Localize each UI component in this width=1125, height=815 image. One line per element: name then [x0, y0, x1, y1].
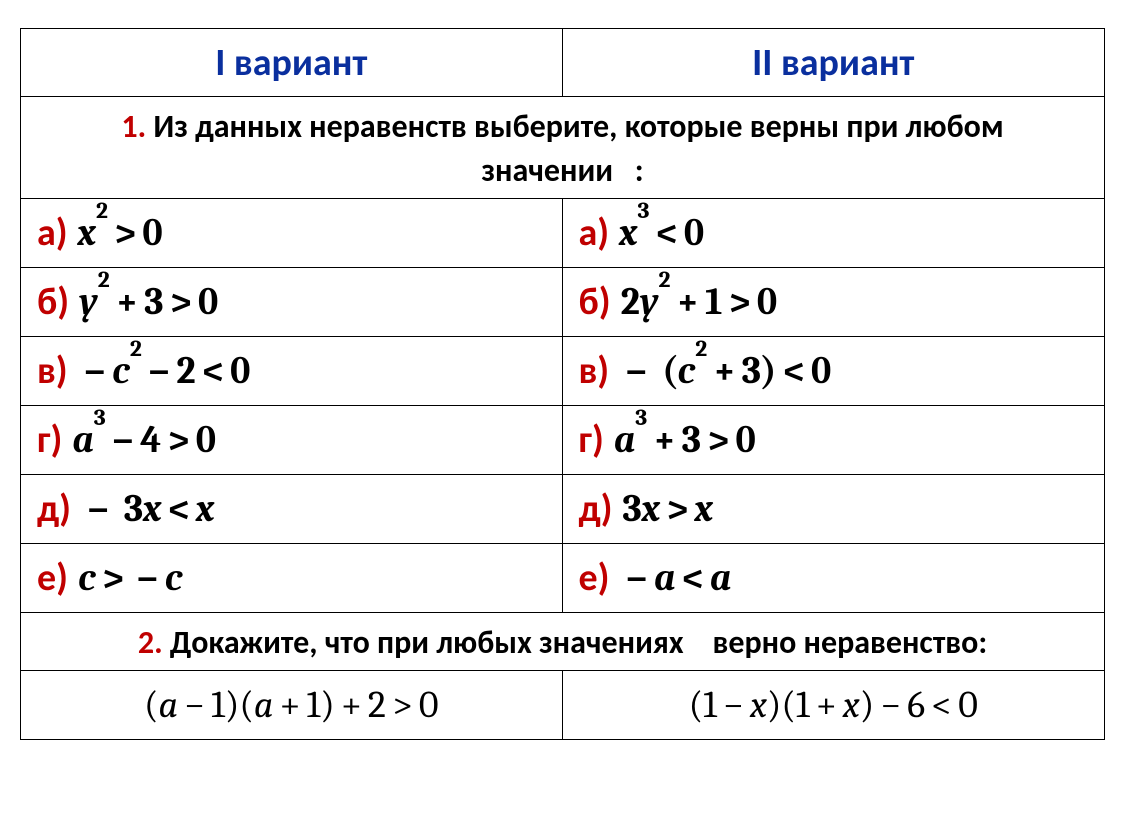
inequality-cell-v2: г)a3+3>0: [563, 406, 1105, 474]
inequality-row: д)− 3x<xд)3x>x: [21, 474, 1104, 543]
proof-variant-2: (1−x)(1+x)−6<0: [563, 671, 1105, 739]
math-expression: 3x>x: [622, 485, 712, 534]
math-expression: x3<0: [619, 209, 704, 258]
item-label: г): [37, 416, 62, 465]
inequality-cell-v2: а)x3<0: [563, 199, 1105, 267]
inequality-cell-v1: б)y2+3>0: [21, 268, 563, 336]
task1-number: 1.: [121, 107, 146, 146]
worksheet-table: I вариант II вариант 1. Из данных нераве…: [20, 28, 1105, 740]
math-expression: y2+3>0: [79, 278, 218, 327]
math-expression: x2>0: [78, 209, 163, 258]
task1-text: 1. Из данных неравенств выберите, которы…: [21, 97, 1104, 197]
item-label: а): [37, 209, 68, 258]
math-expression: a3−4>0: [72, 416, 216, 465]
inequality-cell-v1: д)− 3x<x: [21, 475, 563, 543]
inequality-cell-v2: е)−a<a: [563, 544, 1105, 612]
math-expression: 2y2+1>0: [621, 278, 778, 327]
proof-row: (a−1)(a+1)+2>0 (1−x)(1+x)−6<0: [21, 670, 1104, 739]
inequality-cell-v1: в)−c2−2<0: [21, 337, 563, 405]
math-expression: a3+3>0: [614, 416, 756, 465]
item-label: д): [579, 485, 613, 534]
math-expression: −a<a: [619, 554, 731, 603]
task2-row: 2. Докажите, что при любых значениях вер…: [21, 612, 1104, 670]
inequality-row: а)x2>0а)x3<0: [21, 198, 1104, 267]
item-label: е): [37, 554, 68, 603]
item-label: б): [579, 278, 611, 327]
item-label: е): [579, 554, 610, 603]
inequality-cell-v1: г)a3−4>0: [21, 406, 563, 474]
item-label: в): [579, 347, 610, 396]
inequality-row: г)a3−4>0г)a3+3>0: [21, 405, 1104, 474]
math-expression: − 3x<x: [81, 485, 214, 534]
inequality-cell-v2: б)2y2+1>0: [563, 268, 1105, 336]
task1-row: 1. Из данных неравенств выберите, которы…: [21, 96, 1104, 197]
task2-number: 2.: [138, 623, 163, 662]
header-row: I вариант II вариант: [21, 28, 1104, 96]
inequality-row: в)−c2−2<0в)− (c2+3)<0: [21, 336, 1104, 405]
item-label: в): [37, 347, 68, 396]
task2-text: 2. Докажите, что при любых значениях вер…: [21, 613, 1104, 670]
item-label: б): [37, 278, 69, 327]
inequality-row: б)y2+3>0б)2y2+1>0: [21, 267, 1104, 336]
item-label: д): [37, 485, 71, 534]
inequality-cell-v2: д)3x>x: [563, 475, 1105, 543]
header-variant-2: II вариант: [563, 29, 1105, 96]
item-label: а): [579, 209, 610, 258]
math-expression: −c2−2<0: [78, 347, 251, 396]
inequality-cell-v1: а)x2>0: [21, 199, 563, 267]
task1-body: Из данных неравенств выберите, которые в…: [153, 107, 1003, 189]
task2-body: Докажите, что при любых значениях верно …: [170, 623, 987, 662]
proof-variant-1: (a−1)(a+1)+2>0: [21, 671, 563, 739]
inequality-row: е)c>−cе)−a<a: [21, 543, 1104, 612]
header-variant-1: I вариант: [21, 29, 563, 96]
math-expression: c>−c: [78, 554, 183, 603]
item-label: г): [579, 416, 604, 465]
inequality-cell-v1: е)c>−c: [21, 544, 563, 612]
inequality-cell-v2: в)− (c2+3)<0: [563, 337, 1105, 405]
math-expression: − (c2+3)<0: [619, 347, 831, 396]
